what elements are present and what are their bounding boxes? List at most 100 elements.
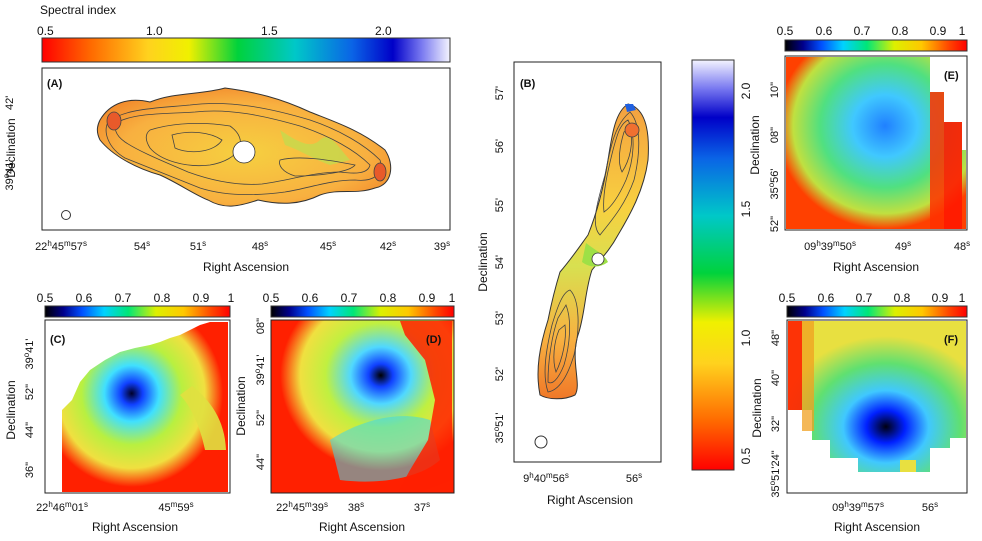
main-colorbar: Spectral index 0.5 1.0 1.5 2.0 <box>37 3 451 63</box>
dec-tick: 36" <box>24 462 36 478</box>
dec-axis-label: Declination <box>750 378 764 437</box>
ra-tick: 9h40m56s <box>523 471 569 485</box>
colorbar-tick: 0.8 <box>154 291 171 305</box>
panel-a: (A) 42' 39o41' Declination 22h45m57s 54s… <box>2 67 451 274</box>
panel-a-contours <box>105 103 382 196</box>
colorbar-tick: 0.5 <box>739 447 753 464</box>
colorbar-tick: 1 <box>228 291 235 305</box>
ra-tick: 09h39m50s <box>804 239 856 253</box>
colorbar-tick: 0.7 <box>115 291 132 305</box>
panel-f-label: (F) <box>944 334 958 346</box>
colorbar-tick: 1.5 <box>261 24 278 38</box>
ra-axis-label: Right Ascension <box>92 520 178 534</box>
ra-axis-label: Right Ascension <box>833 260 919 274</box>
panel-d-label: (D) <box>426 334 442 346</box>
panel-e-label: (E) <box>944 70 959 82</box>
panel-e-red-edge-2 <box>944 122 962 229</box>
ra-tick: 56s <box>626 471 642 485</box>
colorbar-tick: 0.8 <box>380 291 397 305</box>
panel-d-cyan-tail <box>330 416 440 482</box>
colorbar-tick: 0.5 <box>37 291 54 305</box>
panel-f-orange-band <box>802 321 814 431</box>
ra-tick: 48s <box>954 239 970 253</box>
colorbar-tick: 0.6 <box>816 24 833 38</box>
dec-tick: 08" <box>769 127 781 143</box>
ra-tick: 54s <box>134 239 150 253</box>
panel-b-beam <box>534 435 548 449</box>
ra-tick: 22h46m01s <box>36 500 88 514</box>
colorbar-tick: 1 <box>449 291 456 305</box>
panel-c-source-map <box>62 322 228 492</box>
dec-tick: 39o41' <box>253 354 267 385</box>
dec-tick: 44" <box>255 454 267 470</box>
panel-b-colorbar-gradient <box>691 59 735 471</box>
colorbar-tick: 0.9 <box>193 291 210 305</box>
ra-axis-label: Right Ascension <box>834 520 920 534</box>
panel-d-red-edge <box>398 321 452 492</box>
dec-axis-label: Declination <box>234 376 248 435</box>
colorbar-tick: 0.7 <box>341 291 358 305</box>
colorbar-tick: 0.6 <box>302 291 319 305</box>
colorbar-tick: 1 <box>959 24 966 38</box>
panel-b-label: (B) <box>520 78 536 90</box>
panel-e-colorbar <box>784 39 968 52</box>
dec-tick: 52" <box>769 216 781 232</box>
colorbar-tick: 2.0 <box>375 24 392 38</box>
colorbar-tick: 0.5 <box>37 24 54 38</box>
dec-tick: 56' <box>494 139 506 153</box>
panel-b-blue-tip <box>625 104 636 112</box>
panel-a-label: (A) <box>47 78 63 90</box>
panel-a-east-hotspot <box>106 111 122 131</box>
ra-axis-label: Right Ascension <box>203 260 289 274</box>
panel-f: 0.5 0.6 0.7 0.8 0.9 1 (F) 48" 40" 32" 35… <box>750 291 968 534</box>
dec-tick: 57' <box>494 86 506 100</box>
panel-c-colorbar <box>44 305 231 318</box>
ra-axis-label: Right Ascension <box>547 493 633 507</box>
panel-a-green-patch <box>280 130 350 165</box>
panel-f-colorbar <box>786 305 968 318</box>
panel-f-source-map <box>788 321 966 472</box>
ra-tick: 22h45m57s <box>35 239 87 253</box>
panel-c: 0.5 0.6 0.7 0.8 0.9 1 (C) 39o41' 52" 44"… <box>4 291 235 534</box>
dec-tick: 35o51'24" <box>768 450 782 497</box>
panel-f-red-edge <box>788 321 802 410</box>
ra-tick: 45s <box>320 239 336 253</box>
dec-tick: 39o41' <box>22 338 36 369</box>
panel-b-contours <box>544 111 640 393</box>
panel-e-source-map <box>786 57 966 229</box>
ra-tick: 38s <box>348 500 364 514</box>
panel-e: 0.5 0.6 0.7 0.8 0.9 1 (E) 10" 08" 35o56'… <box>748 24 970 274</box>
dec-tick: 55' <box>494 198 506 212</box>
colorbar-tick: 1.0 <box>739 329 753 346</box>
dec-tick: 48" <box>770 330 782 346</box>
ra-tick: 39s <box>434 239 450 253</box>
ra-tick: 09h39m57s <box>832 500 884 514</box>
ra-tick: 22h45m39s <box>276 500 328 514</box>
colorbar-tick: 0.5 <box>779 291 796 305</box>
ra-tick: 51s <box>190 239 206 253</box>
colorbar-title: Spectral index <box>40 3 116 17</box>
panel-b-north-hotspot <box>624 122 640 138</box>
colorbar-tick: 0.5 <box>263 291 280 305</box>
panel-e-red-edge <box>930 92 944 229</box>
dec-axis-label: Declination <box>4 118 18 177</box>
dec-tick: 44" <box>24 422 36 438</box>
colorbar-gradient <box>41 37 451 63</box>
colorbar-tick: 0.6 <box>76 291 93 305</box>
panel-d-colorbar <box>270 305 455 318</box>
dec-tick: 10" <box>769 82 781 98</box>
panel-a-core-blank <box>232 140 256 164</box>
dec-tick: 52" <box>24 384 36 400</box>
dec-tick: 35o51' <box>492 412 506 443</box>
ra-tick: 42s <box>380 239 396 253</box>
ra-tick: 49s <box>895 239 911 253</box>
colorbar-tick: 0.9 <box>930 24 947 38</box>
panel-c-label: (C) <box>50 334 66 346</box>
panel-f-yellow-cell <box>900 460 916 472</box>
dec-axis-label: Declination <box>748 115 762 174</box>
colorbar-tick: 0.7 <box>854 24 871 38</box>
ra-tick: 45m59s <box>158 500 193 514</box>
dec-tick: 52" <box>255 410 267 426</box>
dec-axis-label: Declination <box>4 380 18 439</box>
